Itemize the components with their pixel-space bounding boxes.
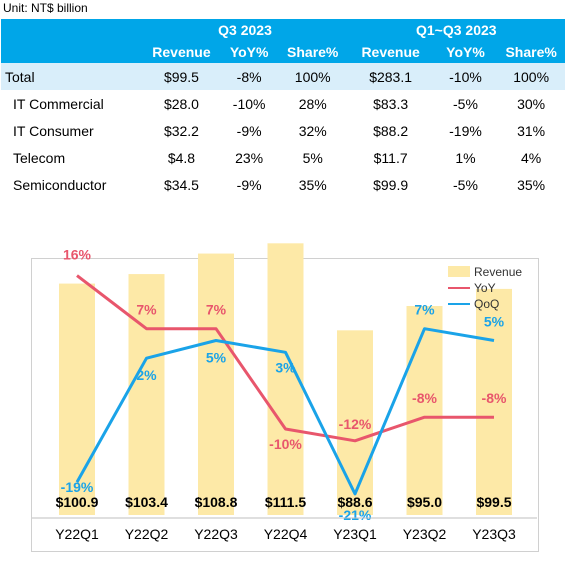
col-ytd-share: Share%: [505, 44, 557, 60]
col-q3-revenue: Revenue: [152, 44, 211, 60]
data-label-yoy: -8%: [412, 390, 437, 406]
cell-ytd-share: 100%: [513, 68, 550, 85]
x-tick-label: Y22Q3: [194, 526, 238, 542]
data-label-yoy: -8%: [482, 390, 507, 406]
col-q3-yoy: YoY%: [229, 44, 269, 60]
legend-swatch-revenue: [448, 266, 470, 277]
bar-revenue: [337, 330, 373, 515]
cell-q3-share: 35%: [298, 176, 327, 193]
cell-ytd-yoy: -5%: [453, 176, 478, 193]
cell-ytd-yoy: -5%: [453, 95, 478, 112]
row-label: Telecom: [13, 149, 66, 166]
col-ytd-revenue: Revenue: [361, 44, 420, 60]
data-label-yoy: -10%: [269, 436, 302, 452]
legend-label-yoy: YoY: [474, 281, 496, 295]
cell-q3-yoy: -9%: [236, 176, 262, 193]
data-label-yoy: 7%: [206, 302, 227, 318]
period-ytd: Q1~Q3 2023: [416, 22, 497, 38]
data-label-revenue: $95.0: [407, 494, 442, 510]
legend-label-qoq: QoQ: [474, 297, 499, 311]
data-label-qoq: 3%: [275, 359, 296, 375]
row-label: IT Consumer: [13, 122, 94, 139]
cell-ytd-share: 31%: [517, 122, 546, 139]
line-yoy: [76, 274, 494, 443]
unit-label: Unit: NT$ billion: [3, 1, 88, 15]
period-q3: Q3 2023: [218, 22, 272, 38]
data-label-revenue: $111.5: [265, 494, 306, 510]
cell-q3-revenue: $28.0: [163, 95, 199, 112]
cell-ytd-yoy: -10%: [449, 68, 482, 85]
cell-ytd-yoy: -19%: [449, 122, 482, 139]
x-tick-label: Y23Q2: [403, 526, 447, 542]
x-tick-label: Y22Q1: [55, 526, 99, 542]
cell-q3-yoy: -9%: [236, 122, 262, 139]
cell-ytd-yoy: 1%: [455, 149, 476, 166]
data-label-revenue: $103.4: [125, 494, 168, 510]
x-tick-label: Y22Q4: [264, 526, 308, 542]
cell-q3-revenue: $34.5: [163, 176, 199, 193]
cell-q3-yoy: -8%: [236, 68, 262, 85]
legend-label-revenue: Revenue: [474, 265, 522, 279]
cell-ytd-share: 4%: [521, 149, 542, 166]
cell-q3-share: 32%: [298, 122, 327, 139]
data-label-qoq: 5%: [206, 350, 227, 366]
cell-q3-share: 5%: [302, 149, 323, 166]
row-label: Semiconductor: [13, 176, 107, 193]
table-row: IT Consumer $32.2 -9% 32% $88.2 -19% 31%: [1, 117, 565, 144]
bar-revenue: [406, 306, 443, 515]
cell-q3-revenue: $32.2: [163, 122, 199, 139]
table-row: Telecom $4.8 23% 5% $11.7 1% 4%: [1, 144, 565, 171]
column-header-row: Revenue YoY% Share% Revenue YoY% Share%: [1, 41, 565, 63]
data-label-qoq: -21%: [339, 507, 372, 523]
bar-revenue: [128, 274, 165, 515]
cell-q3-revenue: $99.5: [163, 68, 199, 85]
table-row: Semiconductor $34.5 -9% 35% $99.9 -5% 35…: [1, 171, 565, 198]
col-ytd-yoy: YoY%: [446, 44, 485, 60]
data-label-qoq: 2%: [136, 367, 157, 383]
line-qoq: [75, 327, 495, 496]
period-header-row: Q3 2023 Q1~Q3 2023: [1, 19, 565, 41]
cell-ytd-revenue: $283.1: [369, 68, 413, 85]
data-label-yoy: 16%: [63, 247, 92, 263]
revenue-table: Q3 2023 Q1~Q3 2023 Revenue YoY% Share% R…: [1, 19, 565, 198]
data-label-qoq: 7%: [414, 302, 435, 318]
data-label-qoq: 5%: [484, 314, 505, 330]
row-label: IT Commercial: [13, 95, 104, 112]
cell-q3-revenue: $4.8: [167, 149, 196, 166]
data-label-qoq: -19%: [61, 479, 94, 495]
table-row: IT Commercial $28.0 -10% 28% $83.3 -5% 3…: [1, 90, 565, 117]
cell-q3-yoy: -10%: [232, 95, 266, 112]
bar-revenue: [476, 288, 512, 515]
table-row-total: Total $99.5 -8% 100% $283.1 -10% 100%: [1, 63, 565, 90]
row-label: Total: [5, 68, 35, 85]
cell-q3-share: 28%: [298, 95, 327, 112]
data-label-yoy: -12%: [339, 416, 372, 432]
cell-ytd-revenue: $88.2: [373, 122, 409, 139]
x-tick-label: Y23Q3: [472, 526, 516, 542]
cell-q3-share: 100%: [294, 68, 331, 85]
col-q3-share: Share%: [287, 44, 339, 60]
cell-ytd-share: 30%: [517, 95, 546, 112]
data-label-revenue: $100.9: [56, 494, 99, 510]
x-tick-label: Y22Q2: [125, 526, 169, 542]
data-label-revenue: $108.8: [195, 494, 238, 510]
cell-q3-yoy: 23%: [235, 149, 264, 166]
bar-revenue: [59, 283, 95, 515]
cell-ytd-share: 35%: [517, 176, 546, 193]
cell-ytd-revenue: $83.3: [373, 95, 409, 112]
cell-ytd-revenue: $99.9: [373, 176, 409, 193]
data-label-yoy: 7%: [136, 302, 157, 318]
data-label-revenue: $99.5: [476, 494, 511, 510]
cell-ytd-revenue: $11.7: [373, 149, 408, 166]
x-tick-label: Y23Q1: [333, 526, 377, 542]
data-label-revenue: $88.6: [337, 494, 372, 510]
bar-revenue: [198, 253, 234, 515]
